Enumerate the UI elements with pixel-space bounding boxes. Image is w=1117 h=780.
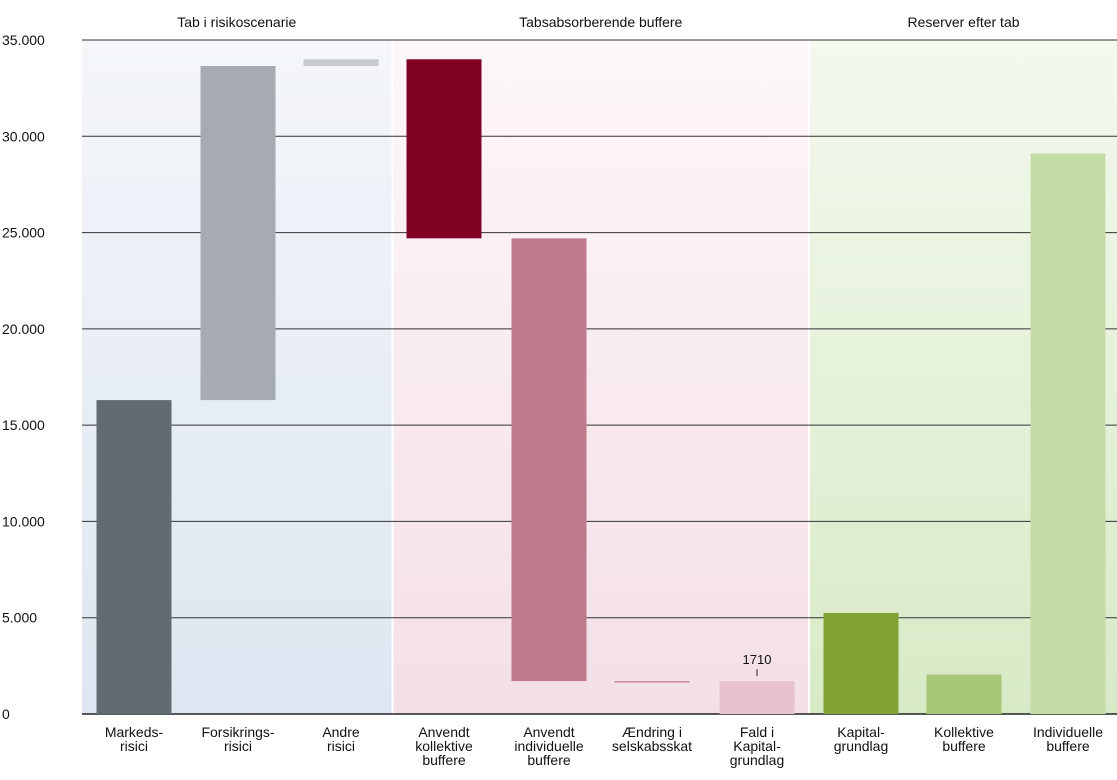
category-label: Andre risici	[322, 724, 360, 754]
y-tick-label: 10.000	[2, 513, 45, 529]
bar	[511, 238, 587, 682]
category-label: Ændring i selskabsskat	[612, 724, 692, 754]
y-tick-label: 0	[2, 706, 10, 722]
data-label: 1710	[743, 652, 772, 667]
category-label: Individuelle buffere	[1033, 724, 1103, 754]
y-tick-label: 35.000	[2, 32, 45, 48]
category-label: Fald i Kapital-grundlag	[730, 724, 785, 768]
bars	[96, 59, 1106, 715]
category-label: Markeds-risici	[105, 724, 164, 754]
bar	[406, 59, 482, 239]
category-label: Kollektive buffere	[934, 724, 994, 754]
bar	[614, 681, 690, 683]
bar	[96, 400, 172, 714]
y-tick-label: 30.000	[2, 128, 45, 144]
category-label: Anvendt individuelle buffere	[514, 724, 583, 768]
y-tick-label: 25.000	[2, 225, 45, 241]
bar	[303, 59, 379, 66]
y-tick-label: 15.000	[2, 417, 45, 433]
bar	[1030, 153, 1106, 715]
category-label: Anvendt kollektive buffere	[415, 724, 473, 768]
labels: Tab i risikoscenarie Tabsabsorberende buf…	[2, 14, 1103, 768]
bar	[926, 674, 1002, 714]
category-label: Forsikrings-risici	[201, 724, 274, 754]
section-header: Tab i risikoscenarie	[177, 14, 296, 30]
y-tick-label: 20.000	[2, 321, 45, 337]
category-label: Kapital-grundlag	[834, 724, 889, 754]
y-tick-label: 5.000	[2, 610, 37, 626]
section-header: Tabsabsorberende buffere	[519, 14, 682, 30]
bar	[719, 681, 795, 714]
section-header: Reserver efter tab	[907, 14, 1019, 30]
bar	[823, 612, 899, 714]
bar	[200, 65, 276, 401]
